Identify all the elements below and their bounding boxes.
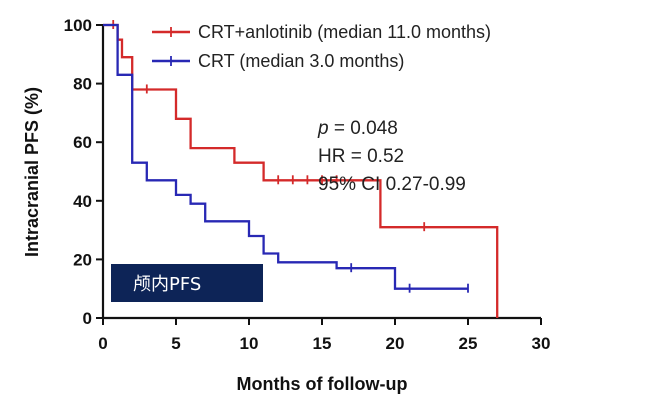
y-tick-label: 80 <box>73 75 92 94</box>
stats-annotation: p = 0.048 HR = 0.52 95% CI 0.27-0.99 <box>317 118 466 195</box>
y-axis-title: Intracranial PFS (%) <box>22 87 42 257</box>
x-tick-label: 5 <box>171 334 180 353</box>
series-line-2 <box>103 23 468 290</box>
survival-curves <box>103 20 499 318</box>
x-tick-label: 15 <box>313 334 332 353</box>
x-tick-label: 10 <box>240 334 259 353</box>
series-line-1 <box>103 23 499 318</box>
badge: 颅内PFS <box>111 264 263 302</box>
ci-text: 95% CI 0.27-0.99 <box>318 174 466 195</box>
legend-label-1: CRT+anlotinib (median 11.0 months) <box>198 22 491 42</box>
legend-label-2: CRT (median 3.0 months) <box>198 51 404 71</box>
y-tick-label: 100 <box>64 16 92 35</box>
x-axis-title: Months of follow-up <box>237 374 408 394</box>
y-tick-label: 0 <box>83 309 92 328</box>
p-value-text: p = 0.048 <box>317 118 398 139</box>
x-tick-label: 20 <box>386 334 405 353</box>
x-tick-label: 0 <box>98 334 107 353</box>
legend: CRT+anlotinib (median 11.0 months) CRT (m… <box>152 22 491 71</box>
hr-text: HR = 0.52 <box>318 146 404 167</box>
y-tick-label: 40 <box>73 192 92 211</box>
y-tick-label: 20 <box>73 250 92 269</box>
y-tick-label: 60 <box>73 133 92 152</box>
axes <box>96 24 542 325</box>
badge-background <box>111 264 263 302</box>
x-tick-label: 25 <box>459 334 478 353</box>
badge-label: 颅内PFS <box>133 274 201 295</box>
tick-labels: 0 20 40 60 80 100 0 5 10 15 20 25 30 <box>64 16 551 353</box>
x-tick-label: 30 <box>532 334 551 353</box>
